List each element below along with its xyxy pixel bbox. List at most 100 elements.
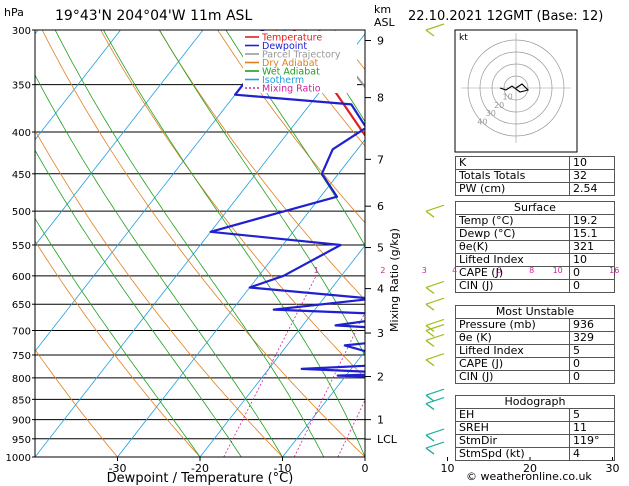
row-label: Lifted Index [455, 253, 570, 267]
wind-barb [425, 29, 435, 37]
table-row: Temp (°C) 19.2 [455, 214, 615, 228]
legend-label: Isotherm [262, 75, 304, 86]
profile-lines [209, 30, 365, 378]
row-label: CAPE (J) [455, 266, 570, 280]
dry-adiabat [41, 30, 365, 457]
temp-tick-label: -20 [191, 462, 209, 475]
copyright-notice: © weatheronline.co.uk [466, 470, 592, 483]
wet-adiabat [103, 30, 365, 457]
row-value: 15.1 [569, 227, 615, 241]
isotherm-line [199, 244, 365, 457]
row-value: 0 [569, 266, 615, 280]
sounding-datetime: 22.10.2021 12GMT (Base: 12) [408, 9, 603, 24]
dry-adiabat [100, 30, 365, 379]
pressure-tick-label: 300 [12, 26, 31, 37]
surface-table: Surface Temp (°C) 19.2 Dewp (°C) 15.1 θe(K) 32… [455, 201, 615, 293]
wind-barb-feather [425, 333, 445, 342]
height-tick-label: 5 [377, 242, 384, 255]
table-row: CIN (J) 0 [455, 279, 615, 293]
temp-tick-label: 30 [606, 462, 620, 475]
row-value: 2.54 [569, 182, 615, 196]
wind-barbs [425, 23, 445, 455]
row-value: 329 [569, 331, 615, 345]
wind-barb [425, 402, 435, 411]
most-unstable-table: Most Unstable Pressure (mb) 936 θe (K) 329 Li… [455, 305, 615, 384]
wet-adiabat [54, 30, 325, 457]
wind-barb [425, 286, 435, 295]
station-location: 19°43'N 204°04'W 11m ASL [55, 8, 252, 24]
wind-barb [425, 434, 435, 442]
wind-barb-feather [425, 204, 445, 212]
row-label: SREH [455, 421, 570, 435]
row-value: 32 [569, 169, 615, 183]
legend-box [243, 31, 357, 93]
row-value: 5 [569, 344, 615, 358]
table-row: K 10 [455, 156, 615, 170]
table-row: Dewp (°C) 15.1 [455, 227, 615, 241]
mixing-ratio-axis-title: Mixing Ratio (g/kg) [388, 228, 401, 332]
wind-barb-feather [425, 323, 445, 332]
pressure-tick-label: 850 [12, 395, 31, 406]
pressure-tick-label: 900 [12, 416, 31, 427]
legend-label: Parcel Trajectory [262, 50, 341, 61]
table-row: StmSpd (kt) 4 [455, 447, 615, 461]
row-label: Lifted Index [455, 344, 570, 358]
wind-barb [425, 303, 435, 311]
wind-barb-feather [425, 441, 445, 449]
pressure-tick-label: 350 [12, 81, 31, 92]
row-value: 10 [569, 253, 615, 267]
wet-adiabat [35, 149, 242, 457]
isotherm-line [117, 139, 365, 457]
hodograph-ring-label: 40 [477, 118, 487, 127]
pressure-tick-label: 400 [12, 128, 31, 139]
wet-adiabat [225, 30, 365, 247]
row-value: 5 [569, 408, 615, 422]
height-tick-label: 7 [377, 153, 384, 166]
pressure-tick-label: 800 [12, 374, 31, 385]
hpa-axis-unit: hPa [4, 6, 24, 19]
row-label: PW (cm) [455, 182, 570, 196]
height-tick-label: LCL [377, 433, 398, 446]
wind-barb-feather [425, 353, 445, 361]
table-title: Most Unstable [455, 305, 615, 319]
row-value: 19.2 [569, 214, 615, 228]
wind-barb [425, 339, 435, 348]
height-tick-label: 6 [377, 200, 384, 213]
temp-tick-label: 20 [523, 462, 537, 475]
hodograph-trace [499, 83, 530, 93]
pressure-tick-label: 550 [12, 241, 31, 252]
table-row: CIN (J) 0 [455, 370, 615, 384]
table-row: Totals Totals 32 [455, 169, 615, 183]
skewt-grid [35, 30, 365, 457]
row-value: 10 [569, 156, 615, 170]
row-label: Pressure (mb) [455, 318, 570, 332]
row-value: 0 [569, 279, 615, 293]
row-label: θe(K) [455, 240, 570, 254]
dry-adiabat [217, 30, 365, 224]
hodograph-table: Hodograph EH 5 SREH 11 StmDir 119° StmSpd (kt) 4 [455, 395, 615, 461]
pressure-tick-label: 650 [12, 300, 31, 311]
km-axis-unit: km [374, 3, 391, 16]
height-tick-label: 1 [377, 414, 384, 427]
dry-adiabat [35, 240, 201, 457]
pressure-tick-label: 450 [12, 170, 31, 181]
row-value: 4 [569, 447, 615, 461]
table-row: PW (cm) 2.54 [455, 182, 615, 196]
row-label: StmDir [455, 434, 570, 448]
height-tick-label: 2 [377, 371, 384, 384]
dry-adiabat [35, 348, 118, 457]
pressure-tick-label: 600 [12, 272, 31, 283]
pressure-tick-label: 750 [12, 351, 31, 362]
legend-label: Mixing Ratio [262, 84, 321, 95]
row-value: 119° [569, 434, 615, 448]
table-row: Lifted Index 10 [455, 253, 615, 267]
row-label: CAPE (J) [455, 357, 570, 371]
wind-barb-feather [425, 318, 445, 326]
x-axis-title: Dewpoint / Temperature (°C) [107, 471, 294, 486]
dewpoint-line [209, 30, 365, 378]
legend-label: Temperature [261, 33, 322, 44]
stability-indices-table: K 10 Totals Totals 32 PW (cm) 2.54 [455, 156, 615, 196]
wet-adiabat [35, 217, 201, 457]
row-label: CIN (J) [455, 370, 570, 384]
